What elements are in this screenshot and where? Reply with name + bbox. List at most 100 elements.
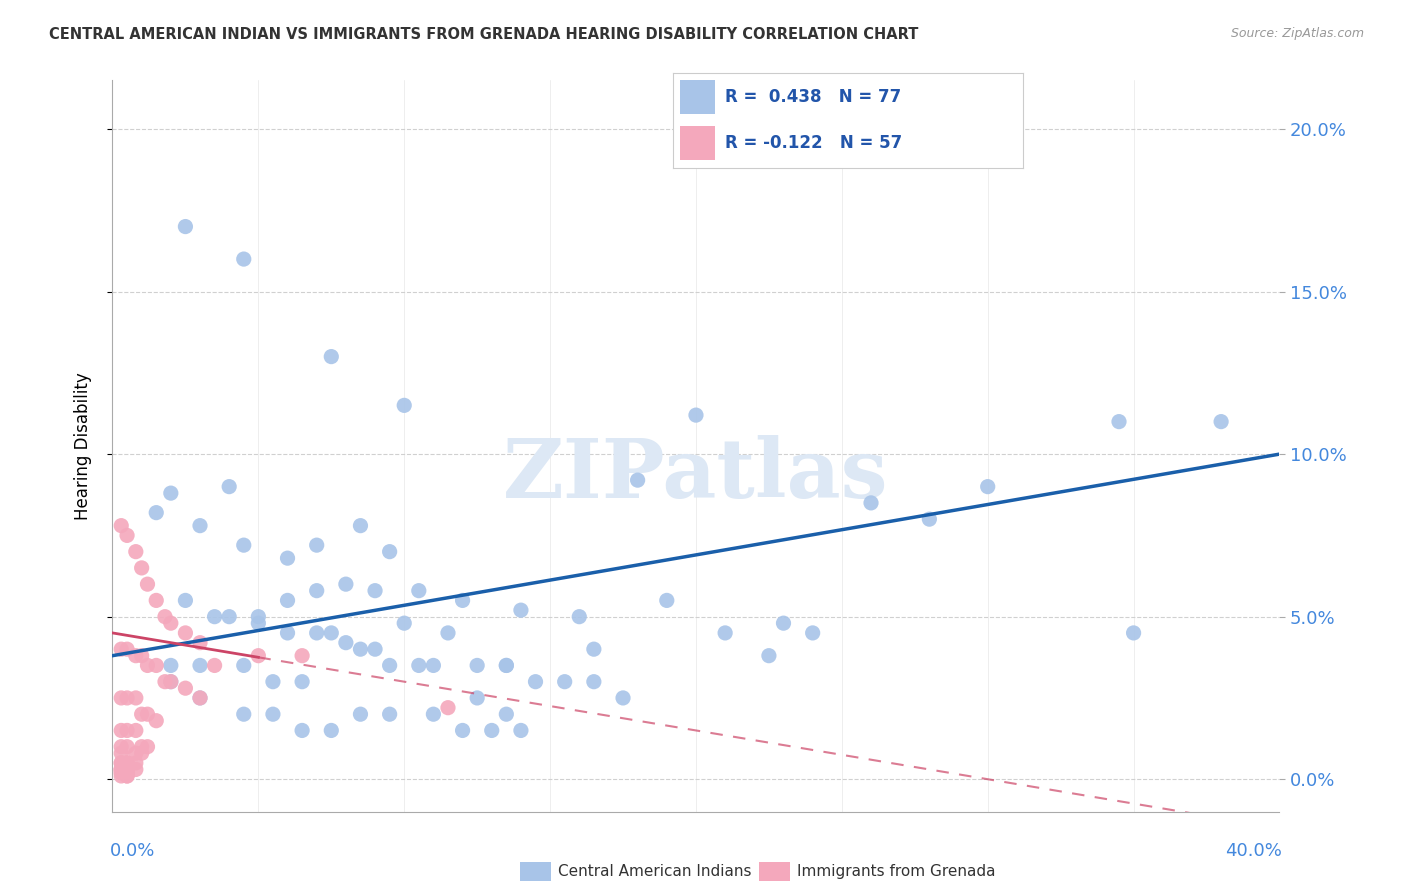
Point <box>495 658 517 673</box>
Point <box>291 648 314 663</box>
Point <box>110 739 132 754</box>
Point <box>627 473 650 487</box>
Point <box>394 398 416 412</box>
Point <box>465 658 488 673</box>
Text: Source: ZipAtlas.com: Source: ZipAtlas.com <box>1230 27 1364 40</box>
Point <box>612 690 634 705</box>
Point <box>160 674 183 689</box>
Point <box>321 626 343 640</box>
Point <box>115 769 138 783</box>
Point <box>160 674 183 689</box>
Point <box>247 648 270 663</box>
Point <box>1108 415 1130 429</box>
Point <box>218 480 240 494</box>
Point <box>364 642 387 657</box>
Point <box>335 635 357 649</box>
Point <box>232 252 254 266</box>
Point <box>131 707 153 722</box>
Point <box>110 769 132 783</box>
Point <box>125 756 148 770</box>
Point <box>153 674 176 689</box>
Point <box>131 648 153 663</box>
Point <box>422 658 444 673</box>
Point <box>115 756 138 770</box>
Point <box>408 658 430 673</box>
Point <box>655 593 678 607</box>
Point <box>277 626 299 640</box>
Point <box>495 707 517 722</box>
Point <box>110 756 132 770</box>
Point <box>160 486 183 500</box>
Text: CENTRAL AMERICAN INDIAN VS IMMIGRANTS FROM GRENADA HEARING DISABILITY CORRELATIO: CENTRAL AMERICAN INDIAN VS IMMIGRANTS FR… <box>49 27 918 42</box>
Point <box>305 626 328 640</box>
Point <box>110 765 132 780</box>
Point <box>188 690 211 705</box>
Point <box>125 763 148 777</box>
Point <box>394 616 416 631</box>
Point <box>582 674 605 689</box>
Text: 40.0%: 40.0% <box>1226 842 1282 860</box>
Point <box>262 707 284 722</box>
Point <box>160 658 183 673</box>
Point <box>125 648 148 663</box>
Point <box>145 506 167 520</box>
Point <box>136 577 159 591</box>
Point <box>174 681 197 696</box>
Point <box>204 658 226 673</box>
Point <box>131 561 153 575</box>
Point <box>110 723 132 738</box>
Point <box>481 723 503 738</box>
Point <box>378 707 401 722</box>
Point <box>321 723 343 738</box>
Point <box>110 642 132 657</box>
Point <box>125 723 148 738</box>
Point <box>174 626 197 640</box>
Point <box>918 512 941 526</box>
Point <box>115 642 138 657</box>
Point <box>495 658 517 673</box>
Point <box>110 763 132 777</box>
Point <box>1211 415 1233 429</box>
Point <box>115 763 138 777</box>
Point <box>262 674 284 689</box>
Point <box>110 756 132 770</box>
Point <box>364 583 387 598</box>
Point <box>247 616 270 631</box>
Point <box>188 690 211 705</box>
Point <box>291 723 314 738</box>
Point <box>153 609 176 624</box>
Point <box>554 674 576 689</box>
Point <box>110 518 132 533</box>
Point <box>247 609 270 624</box>
Point <box>218 609 240 624</box>
Text: 0.0%: 0.0% <box>110 842 155 860</box>
Point <box>145 714 167 728</box>
Point <box>524 674 547 689</box>
Point <box>349 707 371 722</box>
Point <box>685 408 707 422</box>
Point <box>125 746 148 760</box>
Point <box>145 593 167 607</box>
Point <box>378 658 401 673</box>
Point <box>160 616 183 631</box>
Point <box>136 707 159 722</box>
Point <box>115 739 138 754</box>
Point <box>188 635 211 649</box>
Text: Central American Indians: Central American Indians <box>558 864 752 879</box>
Point <box>568 609 591 624</box>
Point <box>509 723 531 738</box>
Point <box>437 700 460 714</box>
Point <box>110 765 132 780</box>
Point <box>115 723 138 738</box>
Point <box>465 690 488 705</box>
Point <box>204 609 226 624</box>
Point <box>305 538 328 552</box>
Point <box>451 593 474 607</box>
Point <box>174 219 197 234</box>
Point <box>349 518 371 533</box>
Point <box>188 518 211 533</box>
Y-axis label: Hearing Disability: Hearing Disability <box>73 372 91 520</box>
Point <box>976 480 998 494</box>
Point <box>131 746 153 760</box>
Point <box>321 350 343 364</box>
